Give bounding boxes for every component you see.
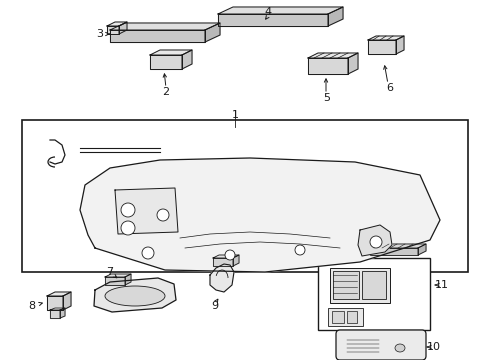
Polygon shape bbox=[60, 308, 65, 318]
Polygon shape bbox=[395, 36, 403, 54]
Polygon shape bbox=[204, 23, 220, 42]
Polygon shape bbox=[369, 244, 425, 248]
FancyBboxPatch shape bbox=[335, 330, 425, 360]
Bar bbox=[346, 311, 356, 323]
Polygon shape bbox=[125, 274, 131, 285]
Polygon shape bbox=[327, 7, 342, 26]
Circle shape bbox=[369, 236, 381, 248]
Polygon shape bbox=[80, 158, 439, 272]
Text: 1: 1 bbox=[231, 110, 238, 120]
Circle shape bbox=[224, 250, 235, 260]
Polygon shape bbox=[63, 292, 71, 310]
Text: 5: 5 bbox=[323, 93, 330, 103]
Polygon shape bbox=[307, 53, 357, 58]
Polygon shape bbox=[50, 308, 65, 310]
Polygon shape bbox=[107, 26, 119, 34]
Bar bbox=[346, 337, 380, 353]
Text: 9: 9 bbox=[211, 301, 218, 311]
Text: 4: 4 bbox=[264, 7, 271, 17]
Bar bbox=[327, 308, 362, 326]
Polygon shape bbox=[47, 292, 71, 296]
Ellipse shape bbox=[105, 286, 164, 306]
Text: 11: 11 bbox=[434, 280, 448, 290]
Text: 6: 6 bbox=[386, 83, 393, 93]
Polygon shape bbox=[150, 50, 192, 55]
Bar bbox=[218, 178, 245, 200]
Polygon shape bbox=[105, 274, 131, 277]
Polygon shape bbox=[369, 248, 417, 255]
Polygon shape bbox=[232, 255, 239, 266]
Bar bbox=[331, 311, 343, 323]
Circle shape bbox=[294, 245, 305, 255]
Bar bbox=[317, 258, 429, 330]
Circle shape bbox=[142, 247, 154, 259]
Polygon shape bbox=[110, 30, 204, 42]
Polygon shape bbox=[213, 258, 232, 266]
Ellipse shape bbox=[394, 344, 404, 352]
Polygon shape bbox=[50, 310, 60, 318]
Polygon shape bbox=[213, 255, 239, 258]
Polygon shape bbox=[150, 55, 182, 69]
Polygon shape bbox=[367, 36, 403, 40]
Polygon shape bbox=[347, 53, 357, 74]
Polygon shape bbox=[209, 264, 234, 292]
Polygon shape bbox=[218, 14, 327, 26]
Polygon shape bbox=[307, 58, 347, 74]
Polygon shape bbox=[105, 277, 125, 285]
Text: 10: 10 bbox=[426, 342, 440, 352]
Text: 2: 2 bbox=[162, 87, 169, 97]
Text: 3: 3 bbox=[96, 29, 103, 39]
Circle shape bbox=[121, 221, 135, 235]
Polygon shape bbox=[182, 50, 192, 69]
Bar bbox=[329, 268, 389, 303]
Text: 8: 8 bbox=[28, 301, 36, 311]
Polygon shape bbox=[119, 22, 127, 34]
Bar bbox=[22, 120, 467, 272]
Bar bbox=[332, 271, 358, 299]
Polygon shape bbox=[417, 244, 425, 255]
Polygon shape bbox=[367, 40, 395, 54]
Polygon shape bbox=[110, 23, 220, 30]
Polygon shape bbox=[357, 225, 391, 256]
Bar bbox=[385, 337, 413, 353]
Polygon shape bbox=[47, 296, 63, 310]
Circle shape bbox=[121, 203, 135, 217]
Bar bbox=[361, 271, 385, 299]
Polygon shape bbox=[107, 22, 127, 26]
Polygon shape bbox=[94, 278, 176, 312]
Polygon shape bbox=[115, 188, 178, 234]
Circle shape bbox=[157, 209, 169, 221]
Text: 7: 7 bbox=[106, 267, 113, 277]
Polygon shape bbox=[218, 7, 342, 14]
